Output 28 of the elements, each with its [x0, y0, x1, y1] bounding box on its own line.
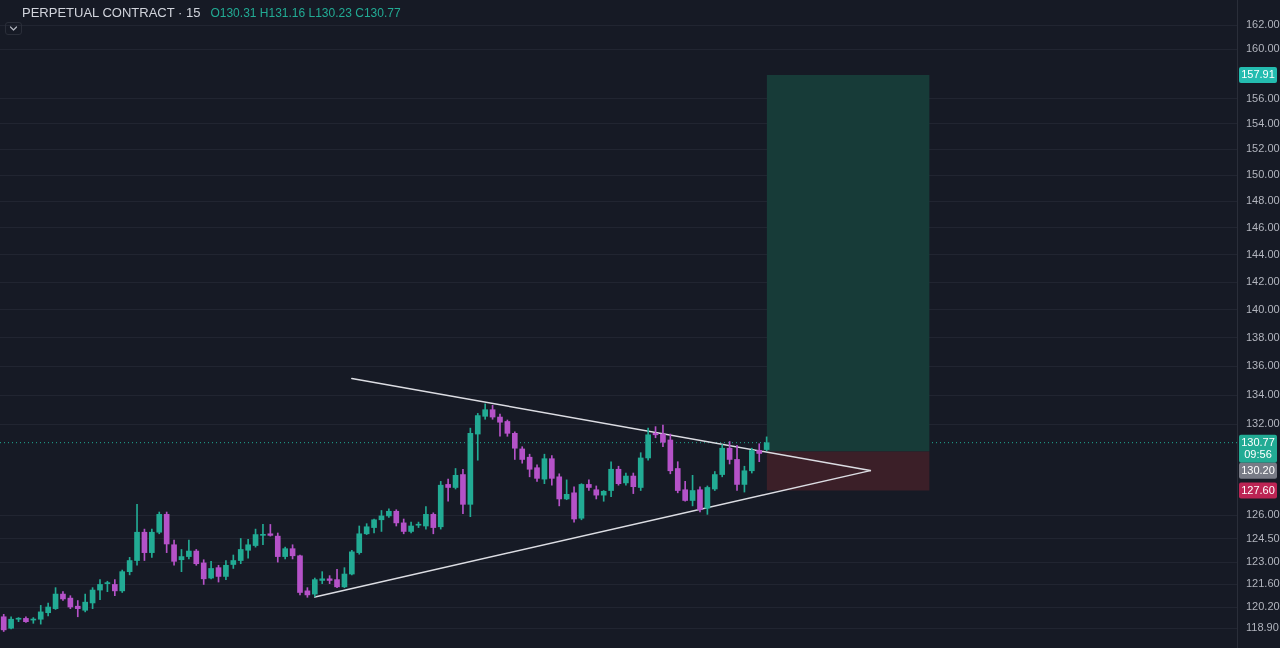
y-tick-label: 136.00 — [1246, 359, 1280, 372]
y-tick-label: 126.00 — [1246, 508, 1280, 521]
text: O130.31 H131.16 L130.23 C130.77 — [210, 6, 401, 20]
y-tick-label: 138.00 — [1246, 330, 1280, 343]
y-tick-label: 120.20 — [1246, 600, 1280, 613]
y-tick-label: 118.90 — [1246, 621, 1279, 634]
annotation: 157.91 — [1241, 68, 1275, 80]
text: 130.20 — [1241, 463, 1275, 476]
y-tick-label: 152.00 — [1246, 142, 1280, 155]
y-tick-label: 148.00 — [1246, 194, 1280, 207]
y-tick-label: 124.50 — [1246, 531, 1280, 544]
y-tick-label: 156.00 — [1246, 91, 1280, 104]
y-tick-label: 146.00 — [1246, 220, 1280, 233]
chart-title: PERPETUAL CONTRACT · 15 — [22, 5, 201, 20]
y-tick-label: 162.00 — [1246, 18, 1280, 31]
ref-line-label: 130.77 — [1241, 435, 1275, 448]
text: 09:56 — [1244, 447, 1272, 460]
y-tick-label: 134.00 — [1246, 388, 1280, 401]
y-tick-label: 142.00 — [1246, 275, 1280, 288]
y-tick-label: 160.00 — [1246, 42, 1280, 55]
y-tick-label: 121.60 — [1246, 577, 1280, 590]
y-tick-label: 144.00 — [1246, 247, 1280, 260]
annotation: 127.60 — [1241, 483, 1275, 496]
y-tick-label: 150.00 — [1246, 168, 1280, 181]
y-tick-label: 140.00 — [1246, 302, 1280, 315]
y-tick-label: 154.00 — [1246, 116, 1280, 129]
y-tick-label: 123.00 — [1246, 555, 1280, 568]
y-tick-label: 132.00 — [1246, 417, 1280, 430]
